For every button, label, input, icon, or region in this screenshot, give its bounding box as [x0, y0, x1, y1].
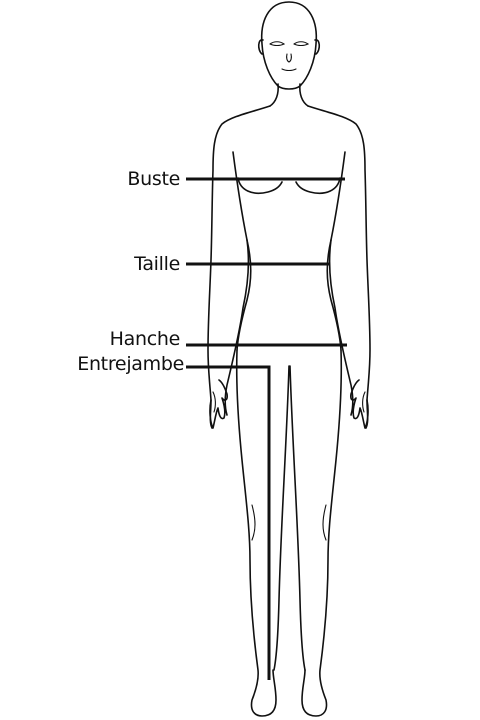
inseam-line — [186, 365, 271, 680]
left-eye — [269, 41, 286, 47]
right-eye — [293, 41, 310, 47]
measurement-labels: Buste Taille Hanche Entrejambe — [77, 168, 184, 375]
right-leg-inner — [289, 365, 306, 671]
chest — [237, 177, 283, 194]
torso-right — [326, 239, 342, 351]
inseam-label: Entrejambe — [77, 353, 184, 375]
left-leg-outer — [235, 349, 277, 717]
left-leg-inner — [273, 365, 290, 671]
measurement-lines — [186, 177, 347, 680]
head — [260, 1, 318, 90]
right-leg-outer — [301, 349, 343, 717]
right-side-outline — [307, 105, 371, 429]
left-hand — [209, 379, 228, 429]
torso-left — [236, 239, 252, 351]
mouth — [281, 68, 297, 72]
waist-label: Taille — [133, 253, 180, 275]
hip-label: Hanche — [110, 328, 180, 350]
right-hand — [350, 379, 369, 429]
left-side-outline — [207, 105, 271, 429]
bust-label: Buste — [127, 168, 180, 190]
human-figure — [207, 1, 371, 717]
